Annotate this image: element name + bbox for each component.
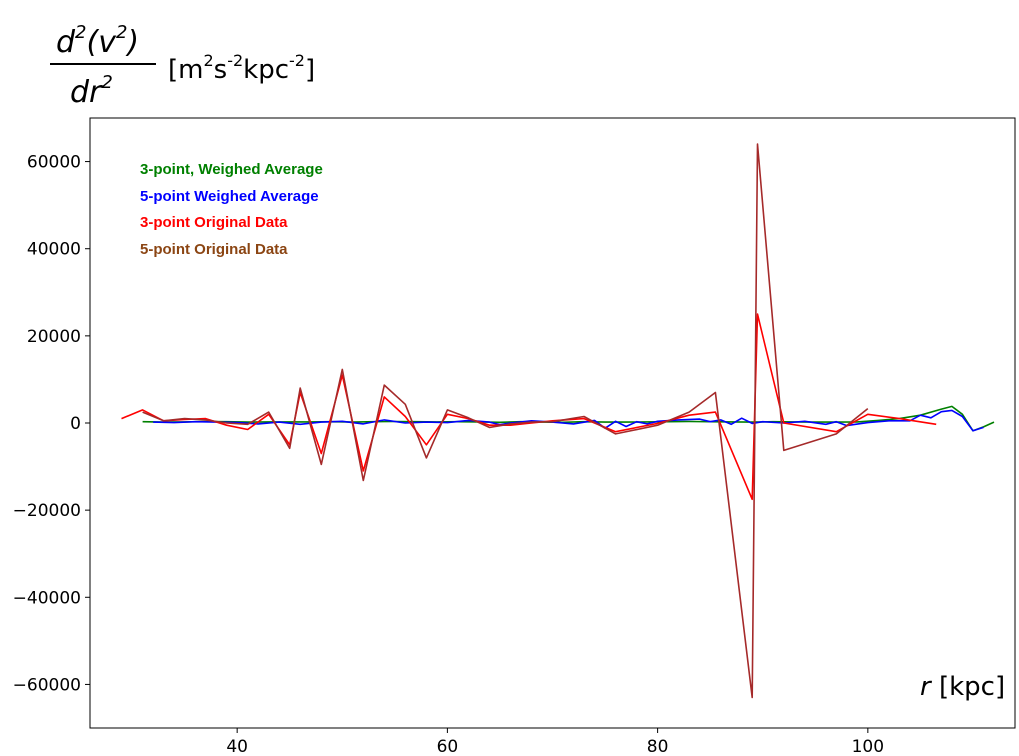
y-tick-label: 20000 [27,327,81,347]
ylabel-units-open: [m [168,55,203,85]
svg-text:dr2: dr2 [70,72,113,108]
legend-entry: 5-point Weighed Average [140,187,319,205]
y-tick-label: −20000 [13,501,81,521]
legend: 3-point, Weighed Average 5-point Weighed … [140,157,323,263]
y-tick-label: −40000 [13,588,81,608]
y-tick-label: −60000 [13,675,81,695]
series-line-2 [121,313,937,501]
ylabel-num-d: d [56,25,76,60]
series-line-1 [153,409,984,432]
x-axis-label-unit: [kpc] [938,672,1006,702]
x-tick-label: 100 [852,737,884,756]
y-tick-label: 0 [70,414,81,434]
legend-entry: 3-point Original Data [140,214,288,231]
ylabel-units-kpcsup: -2 [289,51,305,70]
x-tick-label: 40 [226,737,248,756]
legend-entry: 3-point, Weighed Average [140,161,323,178]
ylabel-num-close: ) [125,25,139,60]
legend-entry: 5-point Original Data [140,240,288,258]
y-tick-label: 40000 [27,240,81,260]
ylabel-units-msup: 2 [203,51,213,70]
ylabel-den-sup: 2 [101,72,112,93]
y-tick-label: 60000 [27,153,81,173]
series-line-3 [142,143,869,699]
ylabel-units-kpc: kpc [243,55,289,85]
ylabel-units-close: ] [305,55,315,85]
ylabel-num-rest: (v [87,25,118,60]
ylabel-num-vsup: 2 [116,22,127,43]
y-axis-label: d2(v2) dr2 [m2s-2kpc-2] [50,22,315,108]
ylabel-units-s: s [214,55,228,85]
ylabel-den-dr: dr [70,75,103,108]
x-axis-label: r [kpc] [920,672,1005,702]
ylabel-num-sup: 2 [75,22,86,43]
svg-text:[m2s-2kpc-2]: [m2s-2kpc-2] [168,51,315,85]
ylabel-units-ssup: -2 [227,51,243,70]
svg-text:d2(v2): d2(v2) [56,22,139,60]
x-tick-label: 80 [647,737,669,756]
x-tick-label: 60 [437,737,459,756]
x-axis-label-var: r [920,672,931,702]
